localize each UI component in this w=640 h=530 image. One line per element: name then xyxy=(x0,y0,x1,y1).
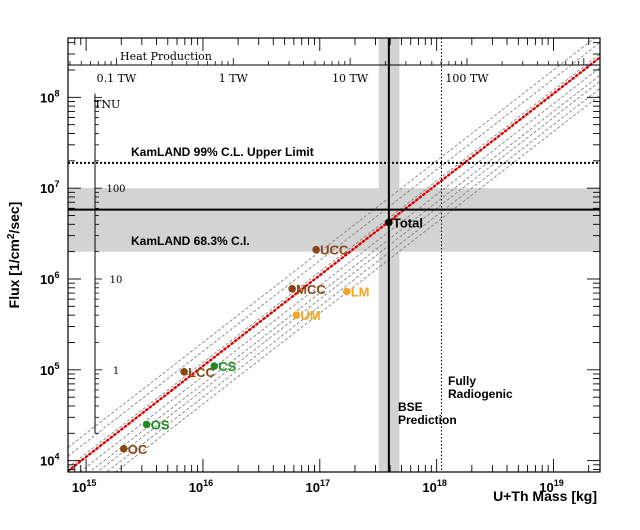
y-tick-label: 108 xyxy=(40,88,59,105)
lines-layer xyxy=(68,38,600,472)
x-tick-label: 1019 xyxy=(539,478,563,495)
x-tick-label: 1016 xyxy=(189,478,213,495)
heat-axis-title: Heat Production xyxy=(120,50,212,63)
y-tick-label: 106 xyxy=(40,270,59,287)
heat-tick-label: 10 TW xyxy=(332,72,369,85)
tnu-tick-label: 1 xyxy=(113,366,119,377)
red-fit-line xyxy=(68,56,600,472)
x-tick-base: 10 xyxy=(189,480,203,495)
grey-dashed-line-2 xyxy=(68,53,600,468)
y-axis-label-tail: /sec] xyxy=(6,202,22,234)
tnu-axis: TNU 1 10 100 xyxy=(94,93,126,434)
tnu-tick-label: 100 xyxy=(106,184,125,195)
grey-dashed-line-4 xyxy=(88,74,600,472)
kamland-99-label: KamLAND 99% C.L. Upper Limit xyxy=(131,145,314,159)
grey-dashed-line-5 xyxy=(96,81,600,472)
point-lcc xyxy=(180,368,188,376)
point-lm xyxy=(342,287,351,296)
x-tick-base: 10 xyxy=(306,480,320,495)
plot-frame xyxy=(67,37,601,473)
x-tick-base: 10 xyxy=(72,480,86,495)
reference-lines xyxy=(68,38,600,472)
radiogenic-label-line2: Radiogenic xyxy=(448,387,513,401)
grey-dashed-line-0 xyxy=(68,38,596,448)
x-tick-exp: 19 xyxy=(554,478,564,488)
x-tick-label: 1015 xyxy=(72,478,96,495)
y-tick-label: 107 xyxy=(40,179,59,196)
heat-tick-label: 100 TW xyxy=(445,72,489,85)
heat-tick-label: 0.1 TW xyxy=(97,72,137,85)
point-label-total: Total xyxy=(393,215,423,230)
tnu-tick-label: 10 xyxy=(110,275,123,286)
x-tick-exp: 18 xyxy=(437,478,447,488)
grey-dashed-line-1 xyxy=(68,42,600,457)
x-tick-exp: 16 xyxy=(203,478,213,488)
point-ucc xyxy=(312,245,320,254)
point-label-mcc: MCC xyxy=(296,282,326,297)
point-label-lcc: LCC xyxy=(188,365,215,380)
point-label-os: OS xyxy=(151,418,170,433)
x-tick-label: 1017 xyxy=(306,478,330,495)
y-tick-exp: 7 xyxy=(54,179,59,189)
grey-dashed-line-7 xyxy=(114,95,600,472)
point-label-lm: LM xyxy=(351,284,370,299)
y-tick-label: 104 xyxy=(40,452,59,469)
y-tick-exp: 4 xyxy=(54,452,59,462)
point-cs xyxy=(210,362,219,370)
y-axis-label: Flux [1/cm2/sec] xyxy=(6,202,22,309)
y-tick-label: 105 xyxy=(40,361,59,378)
x-tick-base: 10 xyxy=(539,480,553,495)
y-tick-base: 10 xyxy=(40,90,54,105)
y-tick-exp: 8 xyxy=(54,88,59,98)
x-tick-exp: 15 xyxy=(86,478,96,488)
point-label-ucc: UCC xyxy=(320,243,349,258)
point-um xyxy=(292,311,301,319)
x-axis-label: U+Th Mass [kg] xyxy=(493,488,597,504)
point-os xyxy=(142,420,151,429)
x-tick-label: 1018 xyxy=(422,478,446,495)
point-label-cs: CS xyxy=(218,359,236,374)
kamland-68-label: KamLAND 68.3% C.I. xyxy=(131,234,250,248)
heat-tick-label: 1 TW xyxy=(219,72,249,85)
x-tick-base: 10 xyxy=(422,480,436,495)
heat-production-axis: Heat Production 0.1 TW 1 TW 10 TW 100 TW xyxy=(68,50,600,85)
y-tick-base: 10 xyxy=(40,272,54,287)
y-tick-base: 10 xyxy=(40,181,54,196)
tnu-axis-title: TNU xyxy=(94,98,120,111)
y-tick-base: 10 xyxy=(40,454,54,469)
radiogenic-label-line1: Fully xyxy=(448,374,476,388)
point-mcc xyxy=(288,284,296,293)
point-label-oc: OC xyxy=(128,442,148,457)
point-total xyxy=(385,218,393,227)
grey-dashed-line-6 xyxy=(106,88,600,472)
bse-label-line2: Prediction xyxy=(398,413,457,427)
grey-dashed-line-3 xyxy=(79,67,600,472)
x-tick-exp: 17 xyxy=(320,478,330,488)
point-oc xyxy=(119,445,128,453)
point-label-um: UM xyxy=(300,308,320,323)
y-tick-base: 10 xyxy=(40,363,54,378)
y-tick-exp: 5 xyxy=(54,361,59,371)
y-axis-label-sup: 2 xyxy=(6,233,17,239)
bse-label-line1: BSE xyxy=(398,400,423,414)
y-tick-exp: 6 xyxy=(54,270,59,280)
y-axis-label-main: Flux [1/cm xyxy=(6,239,22,308)
